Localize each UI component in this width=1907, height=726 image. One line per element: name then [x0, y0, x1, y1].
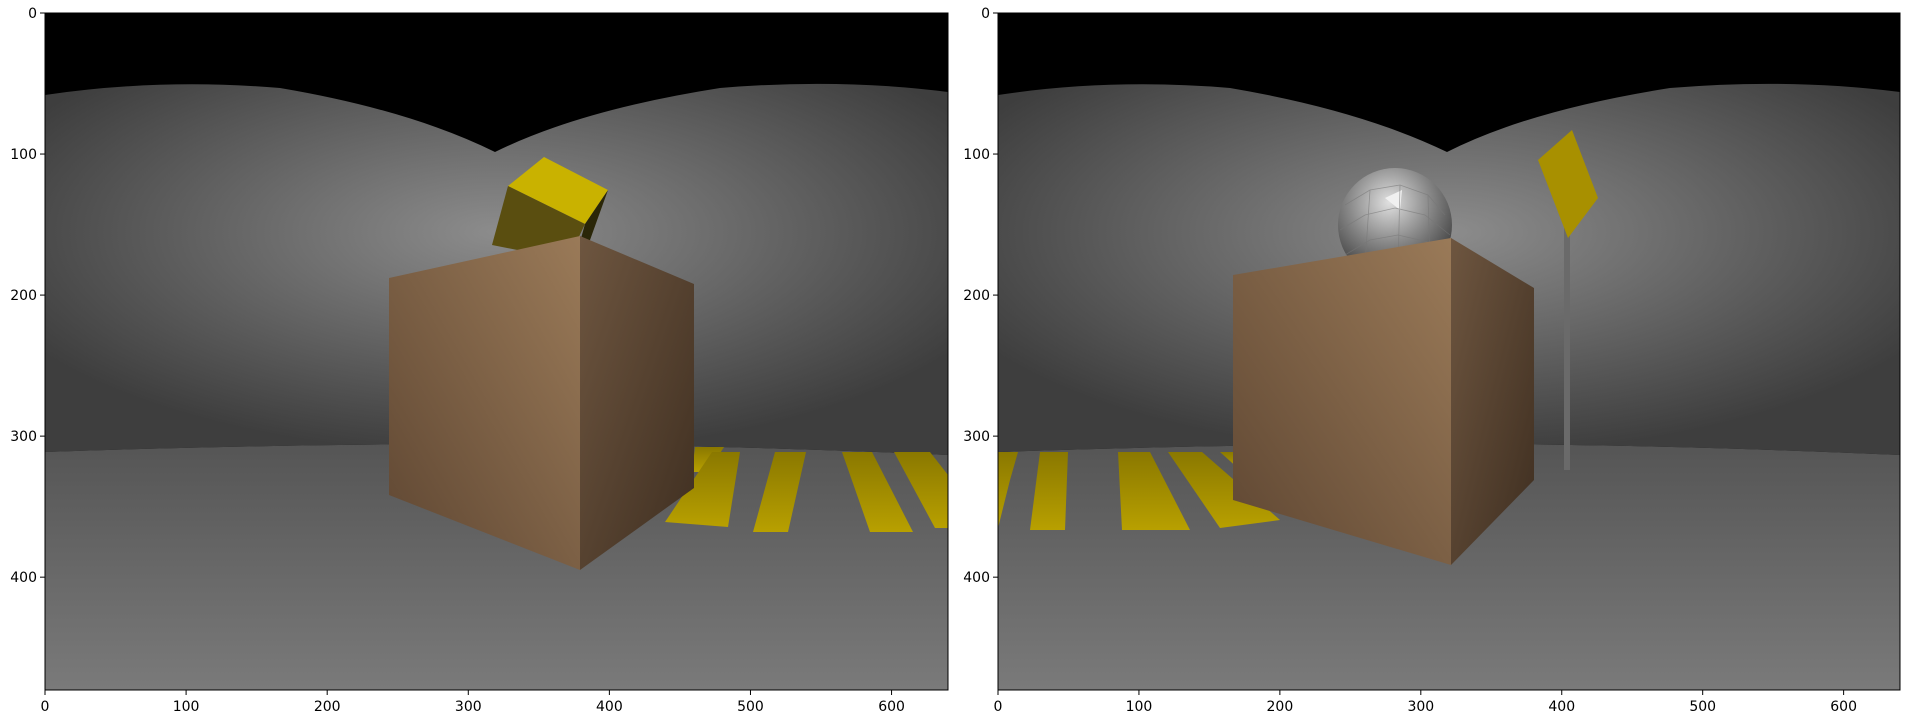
x-tick-label: 0 — [994, 699, 1003, 715]
x-tick-label: 300 — [455, 699, 482, 715]
y-tick-label: 0 — [28, 6, 37, 22]
right-sign-on-pole — [1538, 130, 1598, 470]
y-tick-label: 100 — [963, 147, 990, 163]
right-x-axis: 0 100 200 300 400 500 600 — [994, 690, 1857, 715]
left-crosswalk-stripes — [665, 447, 948, 532]
x-tick-label: 600 — [878, 699, 905, 715]
x-tick-label: 0 — [41, 699, 50, 715]
x-tick-label: 300 — [1407, 699, 1434, 715]
x-tick-label: 600 — [1830, 699, 1857, 715]
y-tick-label: 400 — [963, 570, 990, 586]
y-tick-label: 400 — [10, 570, 37, 586]
left-x-axis: 0 100 200 300 400 500 600 — [41, 690, 905, 715]
right-image — [998, 13, 1900, 690]
x-tick-label: 400 — [596, 699, 623, 715]
y-tick-label: 0 — [981, 6, 990, 22]
x-tick-label: 100 — [173, 699, 200, 715]
y-tick-label: 300 — [10, 429, 37, 445]
y-tick-label: 200 — [10, 288, 37, 304]
right-crosswalk-stripes — [998, 452, 1280, 530]
right-panel: 0 100 200 300 400 500 600 0 100 200 300 400 — [963, 6, 1901, 715]
x-tick-label: 500 — [1689, 699, 1716, 715]
left-brown-box — [389, 236, 694, 570]
y-tick-label: 100 — [10, 147, 37, 163]
left-panel: 0 100 200 300 400 500 600 0 100 200 300 400 — [10, 6, 949, 715]
x-tick-label: 200 — [1267, 699, 1294, 715]
right-brown-box — [1233, 238, 1534, 565]
x-tick-label: 500 — [737, 699, 764, 715]
left-y-axis: 0 100 200 300 400 — [10, 6, 45, 586]
y-tick-label: 300 — [963, 429, 990, 445]
left-image — [45, 13, 948, 690]
x-tick-label: 100 — [1126, 699, 1153, 715]
left-frame — [44, 12, 949, 691]
y-tick-label: 200 — [963, 288, 990, 304]
right-frame — [997, 12, 1901, 691]
x-tick-label: 400 — [1548, 699, 1575, 715]
right-y-axis: 0 100 200 300 400 — [963, 6, 998, 586]
x-tick-label: 200 — [314, 699, 341, 715]
